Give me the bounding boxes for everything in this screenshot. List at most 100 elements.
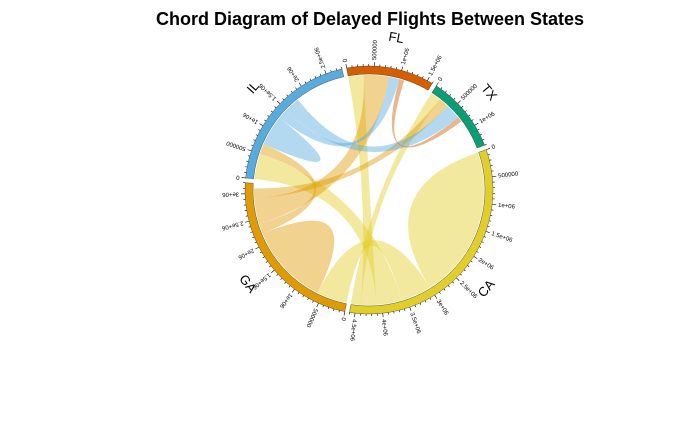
axis-tick <box>487 154 490 156</box>
axis-tick <box>282 98 285 101</box>
axis-tick <box>322 305 324 308</box>
axis-tick <box>434 294 438 299</box>
link-ca-fl <box>348 75 377 305</box>
axis-tick <box>482 138 485 141</box>
axis-tick <box>417 73 419 76</box>
tick-label: 1e+06 <box>401 47 411 65</box>
axis-tick <box>251 144 254 146</box>
axis-tick <box>474 122 479 126</box>
axis-tick <box>309 78 312 81</box>
axis-tick <box>304 81 307 84</box>
axis-tick <box>259 123 264 126</box>
axis-tick <box>265 261 268 263</box>
axis-tick <box>477 128 480 131</box>
tick-label: 1.5e+06 <box>490 231 513 244</box>
sector-ga <box>244 182 347 312</box>
tick-label: 1.5e+06 <box>428 54 444 77</box>
axis-tick <box>440 87 443 90</box>
axis-tick <box>269 265 272 268</box>
axis-tick <box>335 68 337 71</box>
sector-fl <box>346 65 433 91</box>
tick-label: 1e+06 <box>242 110 260 124</box>
axis-tick <box>476 251 479 253</box>
sector-ca <box>349 149 494 315</box>
axis-tick <box>264 119 267 122</box>
axis-tick <box>316 303 319 307</box>
axis-tick <box>467 265 470 267</box>
axis-tick <box>276 274 279 276</box>
link-ca-ga <box>317 240 430 303</box>
sector-label-ga: GA <box>236 271 260 295</box>
tick-label: 0 <box>438 76 445 83</box>
axis-tick <box>484 144 487 146</box>
axis-tick <box>259 251 262 254</box>
axis-tick <box>457 100 461 104</box>
axis-tick <box>327 307 330 310</box>
axis-tick <box>414 305 416 308</box>
axis-tick <box>324 69 327 74</box>
axis-tick <box>330 69 332 72</box>
link-ga-fl <box>254 75 390 224</box>
axis-tick <box>262 256 265 259</box>
axis-tick <box>419 302 422 305</box>
axis-tick <box>486 148 491 150</box>
axis-tick <box>436 82 439 87</box>
axis-tick <box>267 115 270 117</box>
link-ca-il <box>254 153 402 305</box>
tick-label: 2.5e+06 <box>221 219 244 230</box>
axis-tick <box>409 307 412 311</box>
axis-tick <box>449 94 452 97</box>
tick-label: 500000 <box>372 39 379 60</box>
axis-tick <box>247 149 252 152</box>
axis-tick <box>247 155 250 157</box>
axis-tick <box>411 71 414 74</box>
axis-tick <box>345 64 347 69</box>
axis-tick <box>461 105 464 108</box>
tick-label: 3e+06 <box>221 190 239 197</box>
tick-label: 1.5e+06 <box>258 81 278 101</box>
axis-tick <box>427 76 430 81</box>
axis-tick <box>456 277 460 281</box>
axis-tick <box>452 281 454 284</box>
axis-tick <box>483 236 486 238</box>
link-ga-tx <box>254 99 448 199</box>
axis-tick <box>443 288 446 291</box>
axis-tick <box>422 76 424 79</box>
axis-tick <box>286 94 289 97</box>
axis-tick <box>250 231 253 233</box>
axis-tick <box>284 281 287 284</box>
axis-tick <box>473 256 478 259</box>
tick-label: 2.5e+06 <box>314 46 327 69</box>
axis-tick <box>252 236 255 239</box>
link-ga-ga <box>262 220 335 293</box>
axis-tick <box>439 291 441 294</box>
axis-tick <box>314 76 317 79</box>
axis-tick <box>480 133 483 136</box>
axis-tick <box>255 246 260 250</box>
axis-tick <box>280 278 283 280</box>
axis-tick <box>424 300 427 303</box>
axis-tick <box>298 82 302 87</box>
axis-tick <box>274 106 277 109</box>
sector-label-il: IL <box>244 78 262 96</box>
axis-tick <box>481 241 484 243</box>
tick-label: 500000 <box>498 171 519 179</box>
link-ga-il <box>259 144 317 234</box>
tick-label: 2e+06 <box>286 64 301 82</box>
axis-tick <box>290 90 293 93</box>
sector-label-tx: TX <box>478 81 500 104</box>
axis-tick <box>270 110 273 113</box>
axis-tick <box>255 134 258 136</box>
link-fl-tx <box>391 79 462 148</box>
tick-label: 1e+06 <box>498 203 516 211</box>
axis-tick <box>291 288 295 293</box>
tick-label: 500000 <box>225 139 247 151</box>
tick-label: 2e+06 <box>477 257 495 271</box>
axis-tick <box>445 90 447 93</box>
tick-label: 0 <box>342 58 349 63</box>
sector-label-fl: FL <box>388 29 406 46</box>
axis-tick <box>432 81 434 84</box>
chart-title: Chord Diagram of Delayed Flights Between… <box>155 9 585 29</box>
tick-label: 1e+06 <box>278 292 293 310</box>
